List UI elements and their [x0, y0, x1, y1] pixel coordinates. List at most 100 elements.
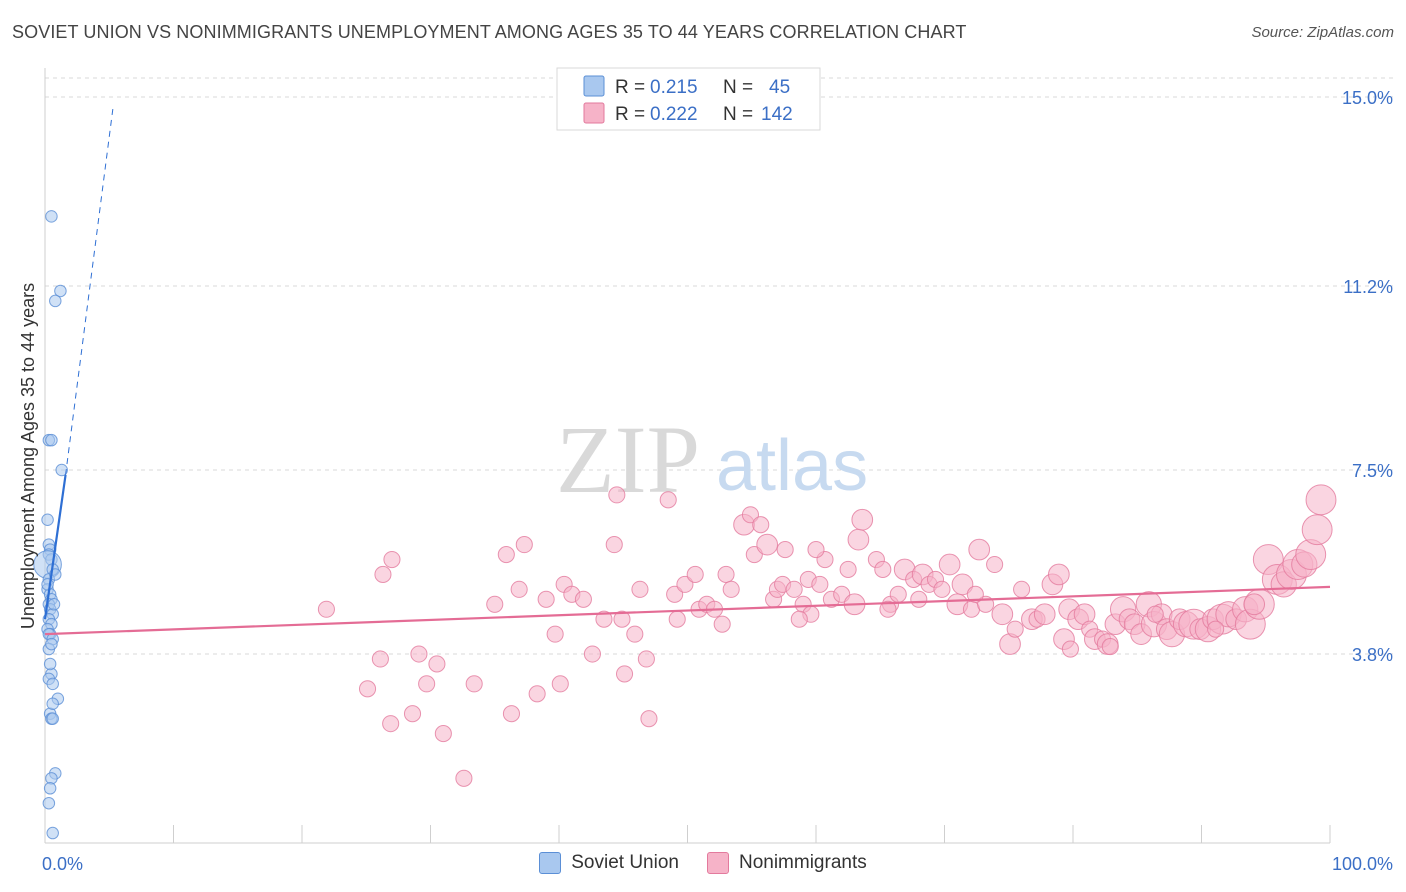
nonimmigrants-point-29	[613, 610, 631, 628]
nonimmigrants-point-131	[1305, 484, 1337, 516]
nonimmigrants-trend-line	[44, 585, 1331, 636]
nonimmigrants-point-20	[546, 625, 564, 643]
nonimmigrants-point-18	[528, 685, 546, 703]
watermark-atlas: atlas	[716, 426, 868, 506]
bottom-legend-label-nonimmigrants: Nonimmigrants	[738, 852, 867, 873]
nonimmigrants-point-28	[608, 486, 626, 504]
bottom-legend-label-soviet-union: Soviet Union	[571, 852, 679, 873]
nonimmigrants-point-17	[515, 536, 533, 554]
nonimmigrants-point-138	[879, 600, 897, 618]
nonimmigrants-point-1	[374, 565, 392, 583]
legend-n-label-nonimmigrants: N =	[723, 104, 753, 125]
nonimmigrants-point-12	[465, 675, 483, 693]
nonimmigrants-point-5	[382, 715, 400, 733]
nonimmigrants-point-68	[874, 560, 892, 579]
nonimmigrants-point-27	[605, 536, 623, 554]
soviet-union-point-36	[43, 782, 57, 795]
nonimmigrants-point-7	[410, 645, 428, 663]
nonimmigrants-point-2	[371, 650, 389, 668]
nonimmigrants-point-49	[752, 516, 770, 534]
soviet-union-point-4	[45, 433, 58, 447]
trend-lines	[43, 106, 1331, 636]
soviet-union-point-1	[54, 284, 67, 298]
soviet-union-point-2	[49, 294, 62, 308]
nonimmigrants-point-79	[951, 573, 974, 596]
nonimmigrants-point-13	[486, 595, 504, 613]
nonimmigrants-point-90	[1033, 603, 1056, 626]
nonimmigrants-point-136	[1243, 593, 1266, 616]
nonimmigrants-point-30	[615, 665, 634, 683]
legend-swatch-soviet-union	[583, 75, 605, 97]
nonimmigrants-point-92	[1048, 563, 1070, 586]
soviet-union-points	[33, 210, 68, 840]
x-tick-label-1: 100.0%	[1332, 854, 1393, 874]
watermark: ZIP atlas	[556, 406, 868, 513]
source-label: Source: ZipAtlas.com	[1251, 24, 1394, 41]
nonimmigrants-point-33	[637, 650, 655, 668]
soviet-union-trend-extension	[65, 106, 114, 476]
nonimmigrants-point-21	[551, 675, 569, 693]
soviet-union-trend-line	[43, 474, 67, 620]
soviet-union-point-0	[45, 210, 58, 223]
nonimmigrants-point-134	[1146, 605, 1164, 623]
nonimmigrants-points	[317, 484, 1337, 787]
nonimmigrants-point-55	[785, 580, 803, 598]
nonimmigrants-point-24	[574, 590, 592, 608]
legend-n-value-soviet: 45	[769, 77, 790, 98]
nonimmigrants-point-39	[686, 565, 704, 583]
y-tick-label-1: 7.5%	[1352, 461, 1393, 481]
legend-n-value-nonimmigrants: 142	[761, 104, 793, 125]
legend-r-value-soviet: 0.215	[650, 77, 698, 98]
soviet-union-point-39	[45, 637, 58, 651]
soviet-union-point-40	[47, 598, 61, 611]
nonimmigrants-point-81	[968, 538, 991, 561]
nonimmigrants-point-137	[790, 610, 808, 628]
y-tick-label-3: 15.0%	[1342, 88, 1393, 108]
nonimmigrants-point-140	[966, 585, 984, 603]
y-tick-label-0: 3.8%	[1352, 645, 1393, 665]
nonimmigrants-point-19	[537, 590, 555, 608]
nonimmigrants-point-66	[851, 508, 874, 531]
watermark-zip: ZIP	[556, 406, 700, 513]
nonimmigrants-point-32	[631, 580, 649, 598]
soviet-union-point-38	[46, 826, 59, 840]
soviet-union-point-43	[43, 657, 57, 671]
nonimmigrants-point-14	[497, 545, 515, 564]
nonimmigrants-point-141	[807, 541, 825, 559]
nonimmigrants-point-9	[428, 655, 446, 673]
nonimmigrants-point-44	[717, 565, 735, 583]
bottom-legend: Soviet Union Nonimmigrants	[0, 852, 1406, 874]
x-tick-label-0: 0.0%	[42, 854, 83, 874]
nonimmigrants-point-47	[741, 506, 760, 524]
nonimmigrants-point-6	[403, 705, 422, 723]
bottom-legend-swatch-nonimmigrants	[706, 852, 729, 874]
nonimmigrants-point-76	[933, 580, 951, 598]
legend-r-label-nonimmigrants: R =	[615, 104, 645, 125]
soviet-union-point-37	[42, 796, 56, 810]
legend-r-label-soviet: R =	[615, 77, 645, 98]
nonimmigrants-point-63	[839, 560, 857, 579]
nonimmigrants-point-130	[1301, 514, 1333, 546]
nonimmigrants-point-139	[910, 590, 928, 608]
nonimmigrants-point-16	[510, 580, 528, 598]
nonimmigrants-point-59	[811, 575, 829, 593]
nonimmigrants-point-70	[889, 585, 907, 603]
nonimmigrants-point-37	[668, 610, 686, 628]
nonimmigrants-point-10	[434, 725, 452, 743]
nonimmigrants-point-54	[776, 541, 794, 559]
soviet-union-point-29	[46, 677, 59, 691]
nonimmigrants-point-25	[583, 645, 601, 663]
nonimmigrants-point-84	[991, 603, 1014, 626]
grid-layer	[45, 77, 1393, 655]
legend-n-label-soviet: N =	[723, 77, 753, 98]
bottom-legend-soviet-union: Soviet Union	[539, 852, 679, 874]
nonimmigrants-point-38	[676, 575, 694, 593]
soviet-union-point-6	[41, 513, 54, 526]
nonimmigrants-point-87	[1013, 580, 1031, 598]
chart-title: SOVIET UNION VS NONIMMIGRANTS UNEMPLOYME…	[12, 22, 967, 42]
bottom-legend-nonimmigrants: Nonimmigrants	[706, 852, 867, 874]
legend-r-value-nonimmigrants: 0.222	[650, 104, 698, 125]
soviet-union-point-44	[46, 697, 59, 710]
nonimmigrants-point-43	[713, 615, 731, 633]
